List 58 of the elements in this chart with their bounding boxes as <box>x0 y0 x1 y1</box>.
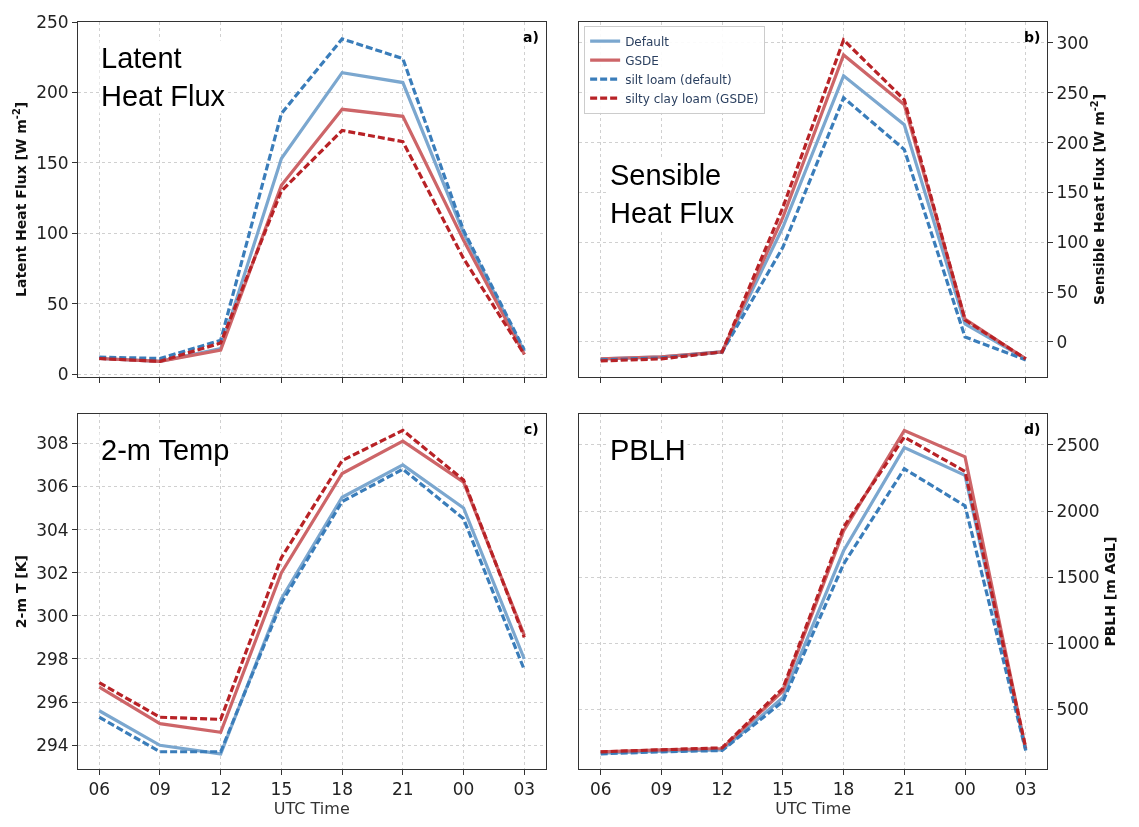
y2-tick-label: 0 <box>1056 331 1068 352</box>
y-tick-label: 294 <box>36 735 69 756</box>
x-tick-label: 12 <box>711 779 733 800</box>
annotation: Latent Heat Flux <box>101 42 226 112</box>
x-tick-label: 21 <box>392 779 414 800</box>
x-tick-label: 18 <box>832 779 855 800</box>
y2-tick-label: 150 <box>1056 182 1089 203</box>
y-tick-label: 150 <box>36 152 69 173</box>
legend-label: silt loam (default) <box>625 72 732 87</box>
y-tick-label: 296 <box>36 692 69 713</box>
annotation: PBLH <box>610 434 686 466</box>
y-tick-label: 0 <box>57 363 69 384</box>
x-tick-label: 09 <box>650 779 673 800</box>
x-tick-label: 09 <box>149 779 171 800</box>
legend-label: silty clay loam (GSDE) <box>625 91 759 106</box>
y-tick-label: 200 <box>36 82 69 103</box>
annotation: Sensible Heat Flux <box>610 159 735 229</box>
x-axis-title: UTC Time <box>775 799 852 819</box>
y-axis-title: 2-m T [K] <box>12 555 29 629</box>
x-tick-label: 00 <box>452 779 475 800</box>
y2-axis-title: PBLH [m AGL] <box>1101 536 1118 647</box>
annotation: b) <box>1024 29 1041 45</box>
y2-tick-label: 2500 <box>1056 434 1100 455</box>
y2-tick-label: 50 <box>1056 282 1079 303</box>
y-tick-label: 308 <box>36 433 69 454</box>
x-tick-label: 18 <box>331 779 353 800</box>
y-tick-label: 302 <box>36 562 69 583</box>
y-tick-label: 250 <box>36 11 69 32</box>
y-tick-label: 100 <box>36 223 69 244</box>
y2-tick-label: 1000 <box>1056 633 1100 654</box>
annotation: 2-m Temp <box>101 434 230 466</box>
y2-tick-label: 2000 <box>1056 501 1100 522</box>
legend-label: Default <box>625 34 670 49</box>
y2-tick-label: 300 <box>1056 32 1089 53</box>
y2-tick-label: 100 <box>1056 232 1089 253</box>
annotation: d) <box>1024 421 1041 437</box>
y-tick-label: 300 <box>36 605 69 626</box>
x-tick-label: 00 <box>954 779 976 800</box>
x-tick-label: 03 <box>1014 779 1037 800</box>
x-tick-label: 12 <box>209 779 232 800</box>
x-tick-label: 21 <box>893 779 916 800</box>
y2-tick-label: 200 <box>1056 132 1089 153</box>
legend-label: GSDE <box>625 53 659 68</box>
x-tick-label: 06 <box>88 779 111 800</box>
x-tick-label: 15 <box>772 779 794 800</box>
y-tick-label: 298 <box>36 648 69 669</box>
y-tick-label: 50 <box>46 293 69 314</box>
x-tick-label: 15 <box>270 779 293 800</box>
y2-tick-label: 500 <box>1056 699 1089 720</box>
annotation: a) <box>523 29 539 45</box>
y-tick-label: 306 <box>36 476 69 497</box>
y-tick-label: 304 <box>36 519 69 540</box>
y2-tick-label: 1500 <box>1056 567 1100 588</box>
y2-tick-label: 250 <box>1056 82 1089 103</box>
x-axis-title: UTC Time <box>273 799 350 819</box>
x-tick-label: 06 <box>589 779 612 800</box>
x-tick-label: 03 <box>513 779 536 800</box>
annotation: c) <box>524 421 539 437</box>
